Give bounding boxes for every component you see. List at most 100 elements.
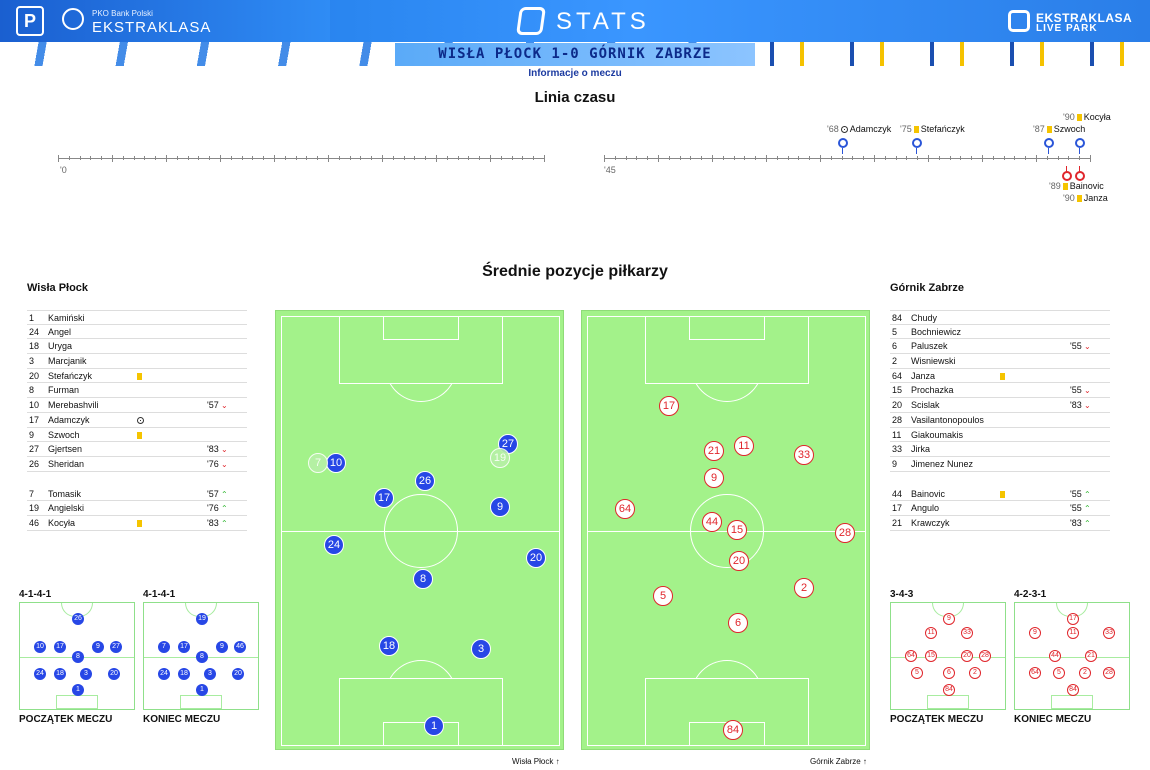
formation-player-marker[interactable]: 2	[969, 667, 981, 679]
formation-player-marker[interactable]: 21	[1085, 650, 1097, 662]
player-position-marker[interactable]: 20	[526, 548, 546, 568]
player-position-marker[interactable]: 2	[794, 578, 814, 598]
stats-logo-icon[interactable]	[516, 7, 546, 35]
player-position-marker[interactable]: 17	[374, 488, 394, 508]
player-position-marker[interactable]: 24	[324, 535, 344, 555]
away-event-marker-icon[interactable]	[1062, 166, 1072, 181]
stats-title[interactable]: STATS	[556, 8, 650, 35]
lineup-row[interactable]: 24 Angel	[27, 325, 247, 340]
formation-player-marker[interactable]: 2	[1079, 667, 1091, 679]
home-event-marker-icon[interactable]	[912, 138, 922, 154]
home-event-marker-icon[interactable]	[1044, 138, 1054, 154]
lineup-row[interactable]: 6 Paluszek '55 ⌄	[890, 339, 1110, 355]
lineup-row[interactable]: 44 Bainovic '55 ⌃	[890, 487, 1110, 502]
player-position-marker[interactable]: 10	[326, 453, 346, 473]
formation-player-marker[interactable]: 24	[158, 668, 170, 680]
lineup-row[interactable]: 9 Szwoch	[27, 428, 247, 443]
player-position-marker[interactable]: 64	[615, 499, 635, 519]
player-position-marker[interactable]: 9	[490, 497, 510, 517]
lineup-row[interactable]: 11 Giakoumakis	[890, 428, 1110, 443]
match-info-link-text[interactable]: Informacje o meczu	[528, 68, 622, 79]
player-position-marker[interactable]: 84	[723, 720, 743, 740]
formation-player-marker[interactable]: 5	[1053, 667, 1065, 679]
live-park-line1[interactable]: EKSTRAKLASA	[1036, 11, 1133, 25]
player-position-marker[interactable]: 19	[490, 448, 510, 468]
away-start-formation-pitch[interactable]: 9 11 33 64 15 20 28 5 6 2 84	[890, 602, 1006, 710]
lineup-row[interactable]: 64 Janza	[890, 369, 1110, 384]
player-position-marker[interactable]: 28	[835, 523, 855, 543]
lineup-row[interactable]: 1 Kamiński	[27, 310, 247, 325]
formation-player-marker[interactable]: 28	[1103, 667, 1115, 679]
formation-player-marker[interactable]: 28	[979, 650, 991, 662]
lineup-row[interactable]: 17 Angulo '55 ⌃	[890, 501, 1110, 516]
lineup-row[interactable]: 3 Marcjanik	[27, 354, 247, 369]
formation-player-marker[interactable]: 8	[196, 651, 208, 663]
away-end-formation-pitch[interactable]: 17 9 11 33 44 21 64 5 2 28 84	[1014, 602, 1130, 710]
formation-player-marker[interactable]: 20	[961, 650, 973, 662]
player-position-marker[interactable]: 21	[704, 441, 724, 461]
formation-player-marker[interactable]: 5	[911, 667, 923, 679]
player-position-marker[interactable]: 9	[704, 468, 724, 488]
player-position-marker[interactable]: 17	[659, 396, 679, 416]
home-end-formation-pitch[interactable]: 19 7 17 9 46 8 24 18 3 20 1	[143, 602, 259, 710]
formation-player-marker[interactable]: 9	[943, 613, 955, 625]
formation-player-marker[interactable]: 26	[72, 613, 84, 625]
lineup-row[interactable]: 33 Jirka	[890, 442, 1110, 457]
player-position-marker[interactable]: 3	[471, 639, 491, 659]
formation-player-marker[interactable]: 27	[110, 641, 122, 653]
lineup-row[interactable]: 17 Adamczyk	[27, 413, 247, 428]
timeline-event-szwoch[interactable]: '87 Szwoch	[1033, 124, 1085, 134]
lineup-row[interactable]: 5 Bochniewicz	[890, 325, 1110, 340]
lineup-row[interactable]: 28 Vasilantonopoulos	[890, 413, 1110, 428]
home-event-marker-icon[interactable]	[1075, 138, 1085, 154]
formation-player-marker[interactable]: 8	[72, 651, 84, 663]
player-position-marker[interactable]: 18	[379, 636, 399, 656]
lineup-row[interactable]: 10 Merebashvili '57 ⌄	[27, 398, 247, 413]
lineup-row[interactable]: 20 Stefańczyk	[27, 369, 247, 384]
formation-player-marker[interactable]: 17	[178, 641, 190, 653]
formation-player-marker[interactable]: 9	[216, 641, 228, 653]
home-start-formation-pitch[interactable]: 26 10 17 9 27 8 24 18 3 20 1	[19, 602, 135, 710]
lineup-row[interactable]: 46 Kocyła '83 ⌃	[27, 516, 247, 531]
player-position-marker[interactable]: 6	[728, 613, 748, 633]
formation-player-marker[interactable]: 6	[943, 667, 955, 679]
lineup-row[interactable]: 20 Scislak '83 ⌄	[890, 398, 1110, 413]
formation-player-marker[interactable]: 84	[1067, 684, 1079, 696]
player-position-marker[interactable]: 33	[794, 445, 814, 465]
match-info-link[interactable]: Informacje o meczu	[0, 68, 1150, 79]
pko-logo-icon[interactable]: P	[16, 6, 44, 36]
formation-player-marker[interactable]: 33	[961, 627, 973, 639]
formation-player-marker[interactable]: 9	[92, 641, 104, 653]
ekstraklasa-logo-icon[interactable]	[62, 8, 84, 30]
player-position-marker[interactable]: 8	[413, 569, 433, 589]
lineup-row[interactable]: 27 Gjertsen '83 ⌄	[27, 442, 247, 457]
formation-player-marker[interactable]: 20	[108, 668, 120, 680]
timeline-event-bainovic[interactable]: '89 Bainovic	[1049, 181, 1104, 191]
lineup-row[interactable]: 8 Furman	[27, 383, 247, 399]
brand-name[interactable]: EKSTRAKLASA	[92, 19, 212, 36]
formation-player-marker[interactable]: 24	[34, 668, 46, 680]
player-position-marker[interactable]: 1	[424, 716, 444, 736]
timeline-event-janza[interactable]: '90 Janza	[1063, 193, 1108, 203]
player-position-marker[interactable]: 26	[415, 471, 435, 491]
formation-player-marker[interactable]: 64	[1029, 667, 1041, 679]
home-event-marker-icon[interactable]	[838, 138, 848, 154]
player-position-marker[interactable]: 20	[729, 551, 749, 571]
formation-player-marker[interactable]: 3	[204, 668, 216, 680]
formation-player-marker[interactable]: 3	[80, 668, 92, 680]
live-park-logo-icon[interactable]	[1008, 10, 1030, 32]
formation-player-marker[interactable]: 18	[178, 668, 190, 680]
player-position-marker[interactable]: 15	[727, 520, 747, 540]
lineup-row[interactable]: 9 Jimenez Nunez	[890, 457, 1110, 472]
timeline-event-stefanczyk[interactable]: '75 Stefańczyk	[900, 124, 965, 134]
formation-player-marker[interactable]: 84	[943, 684, 955, 696]
formation-player-marker[interactable]: 18	[54, 668, 66, 680]
formation-player-marker[interactable]: 10	[34, 641, 46, 653]
lineup-row[interactable]: 26 Sheridan '76 ⌄	[27, 457, 247, 472]
timeline-event-adamczyk[interactable]: '68 Adamczyk	[827, 124, 891, 134]
live-park-line2[interactable]: LIVE PARK	[1036, 23, 1098, 34]
lineup-row[interactable]: 18 Uryga	[27, 339, 247, 355]
formation-player-marker[interactable]: 9	[1029, 627, 1041, 639]
formation-player-marker[interactable]: 1	[72, 684, 84, 696]
lineup-row[interactable]: 19 Angielski '76 ⌃	[27, 501, 247, 516]
